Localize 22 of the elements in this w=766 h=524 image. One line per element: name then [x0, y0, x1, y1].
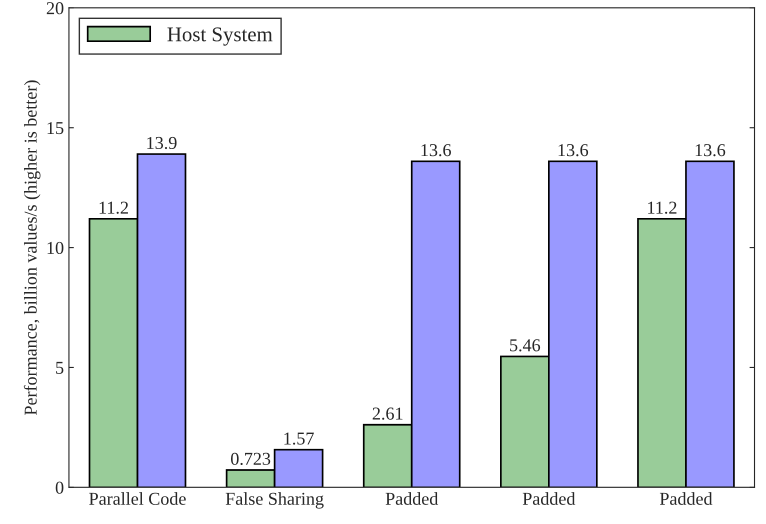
data-label: 2.61	[372, 408, 402, 420]
y-tick-label: 20	[46, 2, 64, 14]
x-tick-label: Parallel Code	[89, 492, 186, 505]
data-label: 13.6	[422, 144, 451, 156]
data-label: 13.9	[147, 136, 177, 150]
y-tick-label: 5	[56, 362, 64, 374]
x-tick-label: Padded	[660, 492, 712, 505]
legend-label: Host System	[167, 27, 272, 46]
data-label: 13.6	[696, 144, 726, 156]
data-label: 13.6	[558, 144, 588, 156]
x-tick-label: Padded	[522, 492, 576, 505]
data-label: 11.2	[100, 202, 128, 214]
data-label: 1.57	[284, 432, 314, 445]
y-tick-label: 15	[48, 122, 64, 134]
x-tick-label: Padded	[386, 492, 438, 505]
data-label: 11.2	[648, 202, 676, 214]
x-tick-label: False Sharing	[226, 492, 324, 509]
data-label: 0.723	[230, 452, 270, 466]
data-label: 5.46	[510, 339, 540, 352]
y-tick-label: 0	[56, 482, 64, 494]
y-tick-label: 10	[48, 242, 64, 254]
y-axis-title: Performance, billion values/s (higher is better)	[24, 80, 40, 416]
